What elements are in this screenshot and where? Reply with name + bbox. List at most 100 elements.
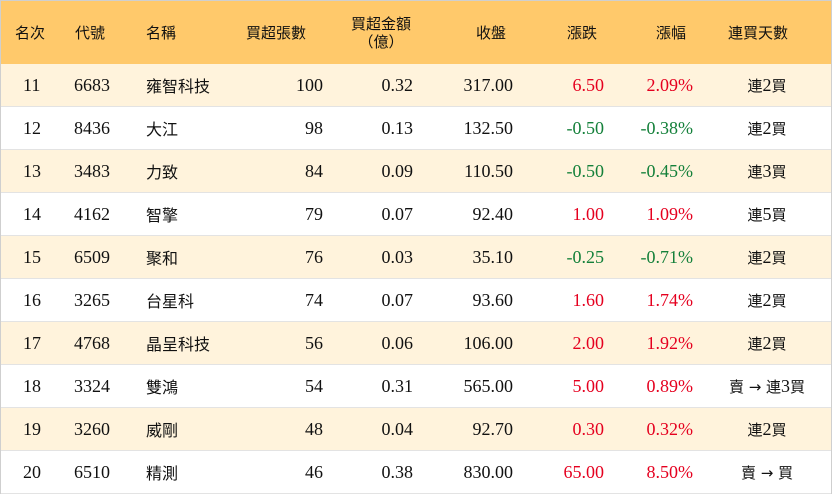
code-cell: 3483 — [74, 160, 110, 181]
change-cell: 1.60 — [572, 289, 605, 310]
change-pct-cell: 8.50% — [646, 461, 694, 482]
streak-cell: 連 2 買 — [747, 246, 787, 267]
lots-cell: 74 — [305, 289, 323, 310]
table-row[interactable]: 12 8436 大江 98 0.13 132.50 -0.50 -0.38% 連 2 買 — [1, 107, 831, 150]
lots-cell: 46 — [305, 461, 323, 482]
change-pct-cell: -0.38% — [640, 117, 694, 138]
amount-cell: 0.38 — [381, 461, 414, 482]
name-cell: 雙鴻 — [146, 378, 179, 397]
amount-cell: 0.07 — [381, 203, 414, 224]
close-cell: 132.50 — [463, 117, 514, 138]
table-row[interactable]: 16 3265 台星科 74 0.07 93.60 1.60 1.74% 連 2 買 — [1, 279, 831, 322]
change-cell: 1.00 — [572, 203, 605, 224]
rank-cell: 15 — [23, 246, 41, 267]
lots-cell: 76 — [305, 246, 323, 267]
streak-cell: 賣 → 連 3 買 — [728, 375, 806, 396]
rank-cell: 17 — [23, 332, 41, 353]
rank-cell: 11 — [23, 74, 41, 95]
rank-cell: 12 — [23, 117, 41, 138]
table-row[interactable]: 18 3324 雙鴻 54 0.31 565.00 5.00 0.89% 賣 → 連 3 買 — [1, 365, 831, 408]
header-change[interactable]: 漲跌 — [567, 24, 598, 42]
change-pct-cell: -0.45% — [640, 160, 694, 181]
table-row[interactable]: 19 3260 威剛 48 0.04 92.70 0.30 0.32% 連 2 買 — [1, 408, 831, 451]
streak-cell: 連 2 買 — [747, 74, 787, 95]
rank-cell: 16 — [23, 289, 41, 310]
close-cell: 92.70 — [472, 418, 514, 439]
table-row[interactable]: 15 6509 聚和 76 0.03 35.10 -0.25 -0.71% 連 2 買 — [1, 236, 831, 279]
lots-cell: 54 — [305, 375, 323, 396]
streak-cell: 連 2 買 — [747, 418, 787, 439]
change-cell: 0.30 — [572, 418, 605, 439]
lots-cell: 56 — [305, 332, 323, 353]
streak-cell: 連 2 買 — [747, 332, 787, 353]
header-change-pct[interactable]: 漲幅 — [656, 24, 687, 42]
change-pct-cell: 1.92% — [646, 332, 694, 353]
change-pct-cell: -0.71% — [640, 246, 694, 267]
lots-cell: 84 — [305, 160, 323, 181]
lots-cell: 79 — [305, 203, 323, 224]
code-cell: 6683 — [74, 74, 110, 95]
amount-cell: 0.13 — [381, 117, 414, 138]
change-pct-cell: 0.32% — [646, 418, 694, 439]
change-pct-cell: 2.09% — [646, 74, 694, 95]
table-row[interactable]: 14 4162 智擎 79 0.07 92.40 1.00 1.09% 連 5 買 — [1, 193, 831, 236]
code-cell: 4162 — [74, 203, 110, 224]
header-net-buy-amount[interactable]: 買超金額 （億） — [341, 1, 421, 64]
name-cell: 力致 — [146, 163, 179, 182]
table-row[interactable]: 20 6510 精測 46 0.38 830.00 65.00 8.50% 賣 → 買 — [1, 451, 831, 494]
name-cell: 晶呈科技 — [146, 335, 211, 354]
rank-cell: 14 — [23, 203, 41, 224]
name-cell: 雍智科技 — [146, 77, 211, 96]
header-net-buy-lots[interactable]: 買超張數 — [246, 24, 307, 42]
close-cell: 35.10 — [472, 246, 514, 267]
header-name[interactable]: 名稱 — [146, 24, 177, 42]
change-cell: 5.00 — [572, 375, 605, 396]
streak-cell: 賣 → 買 — [740, 463, 794, 482]
streak-cell: 連 5 買 — [747, 203, 787, 224]
rank-cell: 20 — [23, 461, 41, 482]
header-net-buy-amount-line1: 買超金額 — [350, 14, 411, 33]
rank-cell: 18 — [23, 375, 41, 396]
table-header: 名次 代號 名稱 買超張數 買超金額 （億） 收盤 漲跌 漲幅 連買天數 — [1, 1, 831, 64]
amount-cell: 0.09 — [381, 160, 414, 181]
header-close[interactable]: 收盤 — [476, 24, 507, 42]
lots-cell: 100 — [296, 74, 323, 95]
name-cell: 台星科 — [146, 292, 195, 311]
close-cell: 106.00 — [463, 332, 514, 353]
change-pct-cell: 0.89% — [646, 375, 694, 396]
amount-cell: 0.07 — [381, 289, 414, 310]
change-pct-cell: 1.09% — [646, 203, 694, 224]
change-cell: -0.25 — [566, 246, 605, 267]
header-streak[interactable]: 連買天數 — [728, 24, 789, 42]
name-cell: 聚和 — [146, 249, 179, 268]
table-row[interactable]: 13 3483 力致 84 0.09 110.50 -0.50 -0.45% 連 3 買 — [1, 150, 831, 193]
code-cell: 3260 — [74, 418, 110, 439]
code-cell: 6510 — [74, 461, 110, 482]
name-cell: 威剛 — [146, 421, 179, 440]
code-cell: 4768 — [74, 332, 110, 353]
name-cell: 大江 — [146, 120, 179, 139]
streak-cell: 連 2 買 — [747, 117, 787, 138]
header-rank[interactable]: 名次 — [15, 24, 46, 42]
change-cell: 2.00 — [572, 332, 605, 353]
streak-cell: 連 2 買 — [747, 289, 787, 310]
change-pct-cell: 1.74% — [646, 289, 694, 310]
table-row[interactable]: 11 6683 雍智科技 100 0.32 317.00 6.50 2.09% 連 2 買 — [1, 64, 831, 107]
rank-cell: 19 — [23, 418, 41, 439]
change-cell: -0.50 — [566, 160, 605, 181]
code-cell: 6509 — [74, 246, 110, 267]
streak-cell: 連 3 買 — [747, 160, 787, 181]
rank-cell: 13 — [23, 160, 41, 181]
close-cell: 93.60 — [472, 289, 514, 310]
table-row[interactable]: 17 4768 晶呈科技 56 0.06 106.00 2.00 1.92% 連 2 買 — [1, 322, 831, 365]
close-cell: 830.00 — [463, 461, 514, 482]
header-code[interactable]: 代號 — [75, 24, 106, 42]
change-cell: -0.50 — [566, 117, 605, 138]
close-cell: 92.40 — [472, 203, 514, 224]
amount-cell: 0.03 — [381, 246, 414, 267]
change-cell: 6.50 — [572, 74, 605, 95]
change-cell: 65.00 — [563, 461, 605, 482]
code-cell: 8436 — [74, 117, 110, 138]
name-cell: 智擎 — [146, 206, 179, 225]
